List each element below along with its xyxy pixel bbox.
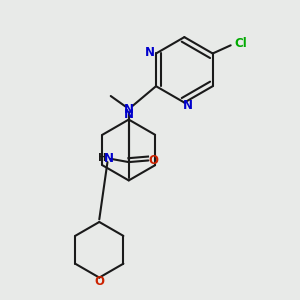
Text: N: N	[183, 99, 193, 112]
Text: N: N	[145, 46, 155, 59]
Text: Cl: Cl	[235, 37, 248, 50]
Text: N: N	[103, 152, 113, 165]
Text: H: H	[98, 153, 107, 163]
Text: O: O	[94, 275, 104, 288]
Text: N: N	[124, 109, 134, 122]
Text: N: N	[124, 103, 134, 116]
Text: O: O	[148, 154, 159, 167]
